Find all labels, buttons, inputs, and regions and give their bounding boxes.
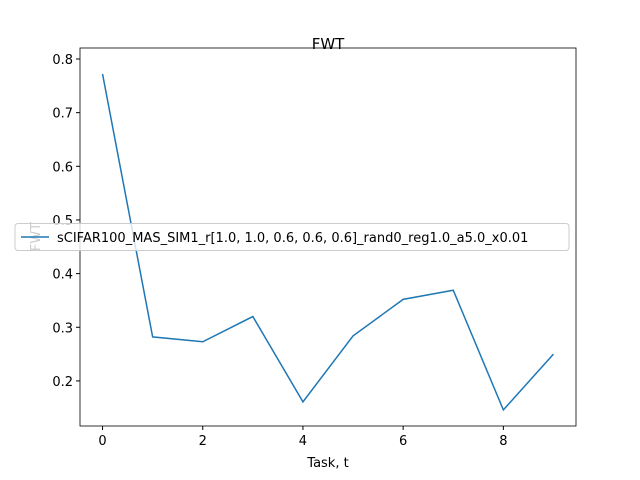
x-tick-label: 8 bbox=[499, 434, 507, 449]
y-tick-label: 0.8 bbox=[52, 53, 73, 68]
y-tick-label: 0.6 bbox=[52, 160, 73, 175]
y-tick-label: 0.3 bbox=[52, 321, 73, 336]
chart-title: FWT bbox=[312, 35, 345, 53]
x-tick-label: 0 bbox=[98, 434, 106, 449]
x-axis-label: Task, t bbox=[306, 456, 348, 471]
x-tick-label: 4 bbox=[299, 434, 307, 449]
legend-label: sCIFAR100_MAS_SIM1_r[1.0, 1.0, 0.6, 0.6,… bbox=[57, 231, 528, 246]
y-tick-label: 0.4 bbox=[52, 268, 73, 283]
x-tick-label: 6 bbox=[399, 434, 407, 449]
legend-box bbox=[14, 223, 570, 251]
x-tick-label: 2 bbox=[199, 434, 207, 449]
line-series bbox=[101, 73, 555, 412]
y-tick-label: 0.7 bbox=[52, 107, 73, 122]
y-tick-label: 0.2 bbox=[52, 375, 73, 390]
